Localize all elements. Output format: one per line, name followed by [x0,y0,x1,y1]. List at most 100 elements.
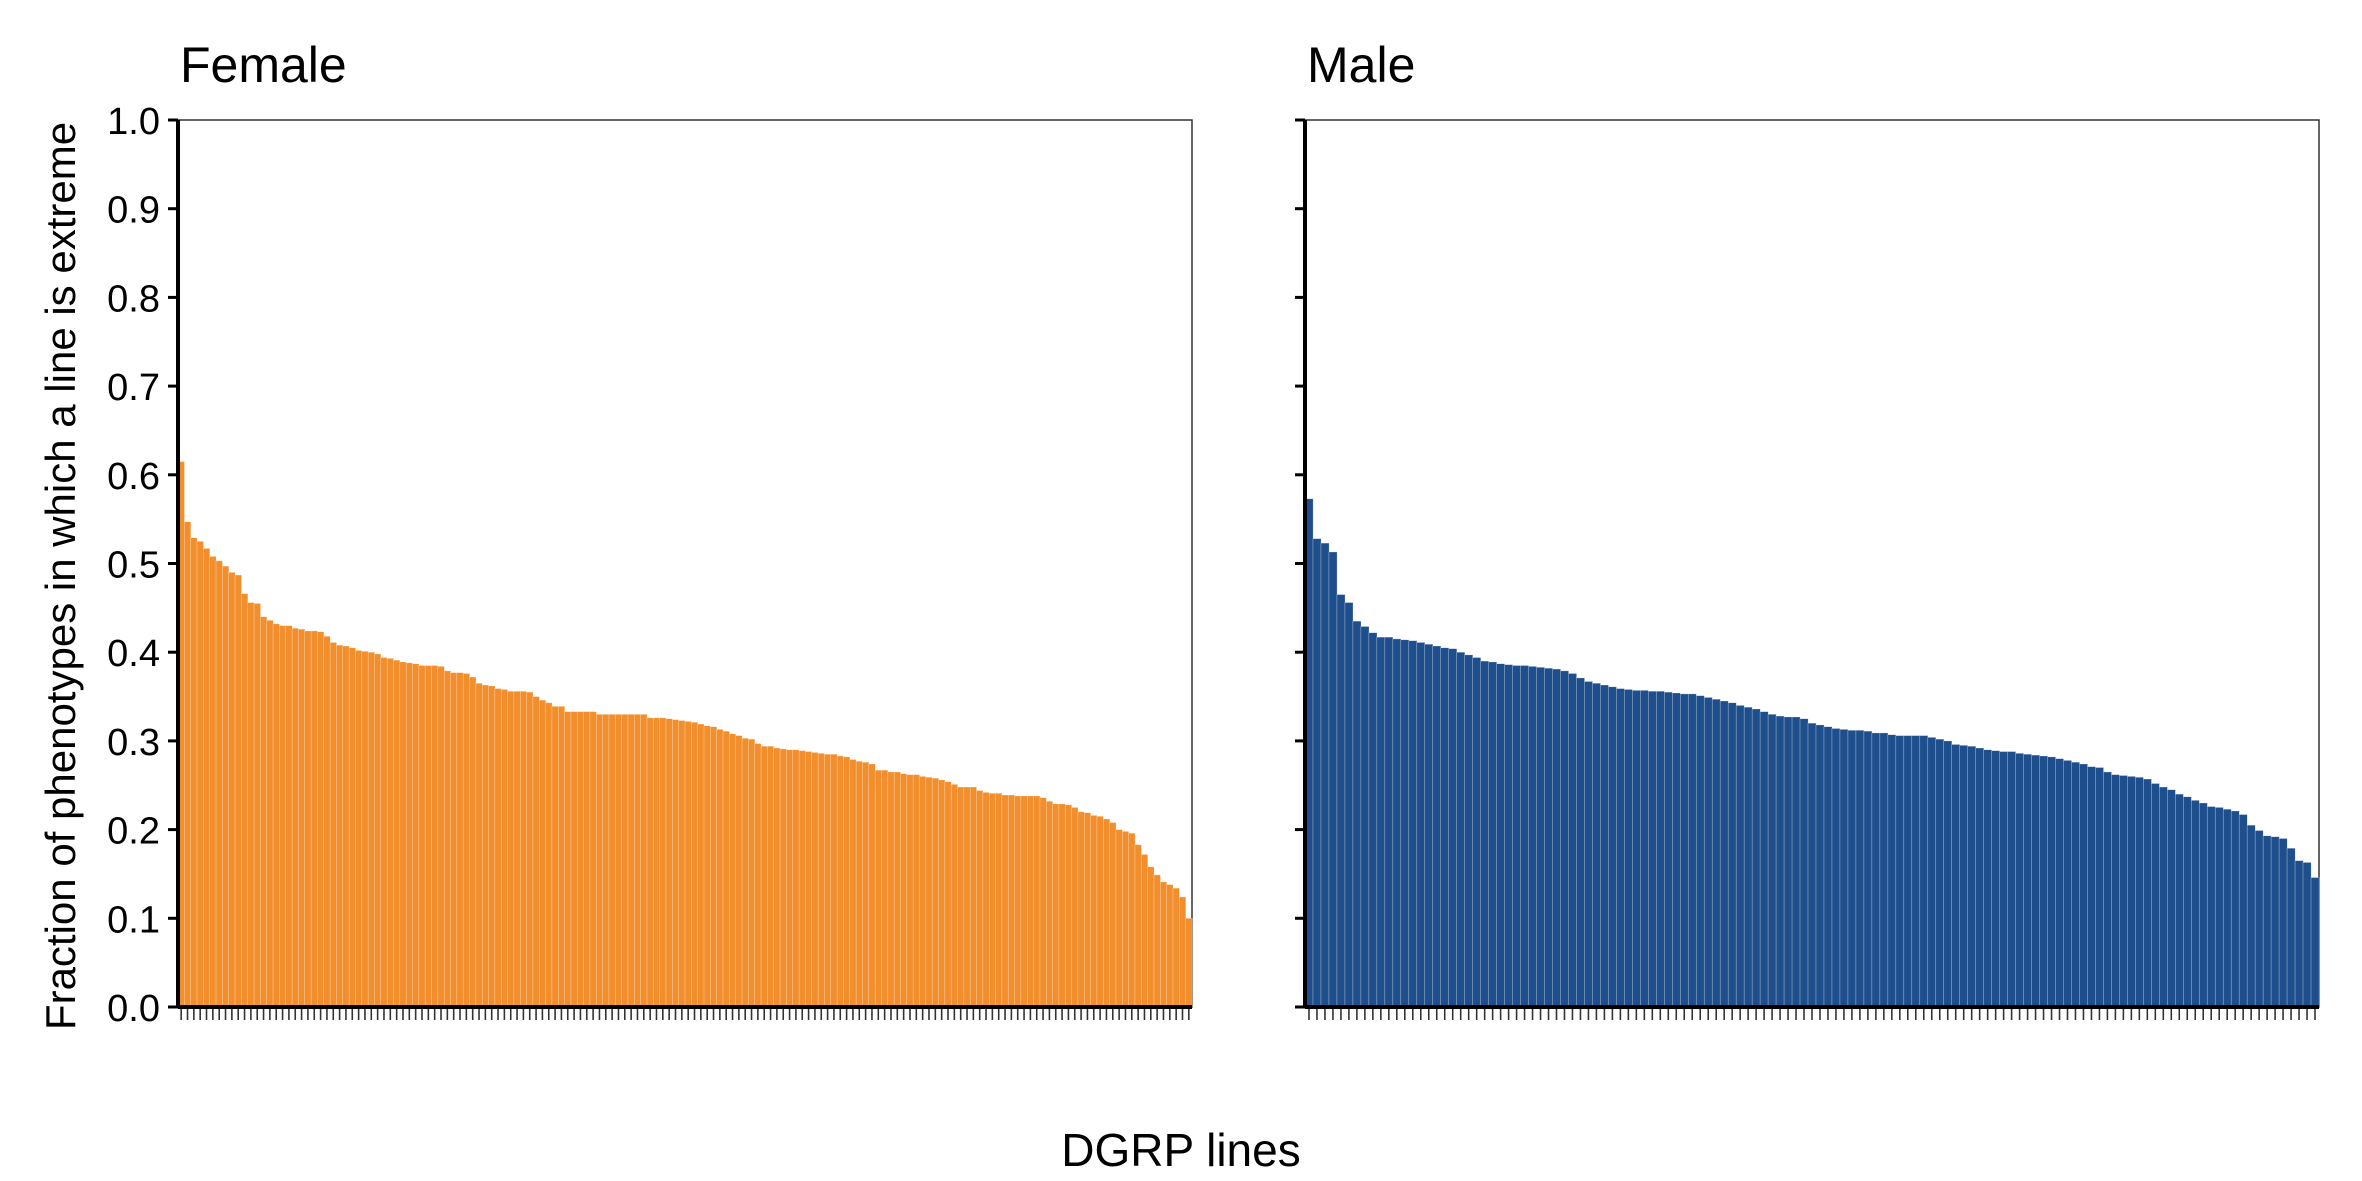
bar-female [944,781,952,1008]
bar-male [2294,860,2304,1008]
bar-female [317,631,325,1008]
bar-male [1919,735,1929,1008]
bar-female [1128,832,1136,1008]
y-axis-female: 0.0 0.1 0.2 0.3 0.4 0.5 0.6 0.7 0.8 0.9 1.0 [107,101,178,1030]
bar-male [2143,778,2152,1008]
bar-female [1090,815,1098,1008]
bar-female [824,753,832,1008]
y-tick-label: 0.1 [107,899,160,941]
bar-female [443,670,451,1008]
bar-male [2119,775,2128,1008]
bar-female [722,730,730,1008]
bar-male [2230,810,2240,1008]
bar-female [1166,884,1174,1008]
bar-female [748,738,756,1008]
bar-female [279,625,287,1008]
bar-male [1640,690,1649,1008]
bar-female [1071,807,1079,1008]
panel-female: Female 0.0 0.1 0.2 0.3 0.4 0.5 0.6 0.7 0.8 0.9 1.0 [107,37,1193,1030]
bar-male [1336,594,1346,1008]
bar-female [931,777,939,1008]
bar-male [2151,783,2160,1008]
bar-male [1600,684,1609,1008]
bar-male [2310,877,2320,1008]
bar-male [1512,665,1521,1008]
bar-female [348,647,356,1008]
bar-female [1179,896,1187,1008]
x-ticks-male [1308,1009,2316,1020]
bar-male [1560,670,1569,1008]
bar-male [1456,651,1466,1008]
bar-female [868,763,876,1008]
bar-female [988,792,996,1008]
bar-male [1983,749,1993,1008]
bar-male [1584,681,1593,1008]
bar-female [1160,881,1168,1008]
bar-male [1360,626,1370,1008]
bar-male [1839,729,1849,1008]
bar-male [1863,730,1873,1008]
bar-male [1536,667,1545,1008]
bar-female [640,714,648,1008]
bar-female [196,541,204,1008]
bar-female [1058,803,1066,1008]
bar-male [1775,715,1785,1008]
bar-male [2071,761,2080,1008]
bar-female [1109,822,1117,1008]
bar-male [1568,673,1577,1008]
bar-female [754,743,762,1008]
bar-male [1416,642,1426,1008]
bar-male [1871,732,1881,1008]
bar-female [564,711,572,1008]
bar-male [1679,693,1689,1008]
bar-male [2190,800,2200,1008]
bar-male [2167,789,2176,1008]
bar-male [2127,776,2136,1008]
bar-female [241,593,249,1008]
bar-female [260,616,268,1008]
bar-male [1967,745,1977,1008]
bar-male [2135,776,2144,1008]
bar-male [1911,735,1921,1008]
bar-female [386,658,394,1008]
bar-female [209,556,217,1008]
bar-female [431,665,439,1008]
bar-male [1328,551,1338,1008]
bar-female [811,752,819,1008]
bars-female [177,461,1193,1008]
bar-female [653,717,661,1008]
y-tick-label: 0.7 [107,367,160,409]
bar-male [1847,729,1857,1008]
bar-male [2198,802,2208,1008]
bar-female [786,749,794,1008]
bar-female [519,690,527,1008]
bar-male [1648,690,1657,1008]
bar-male [1695,695,1705,1008]
bar-female [538,699,547,1008]
bar-female [272,623,280,1008]
bar-male [1759,711,1769,1008]
bar-male [1384,636,1394,1008]
bar-male [1448,648,1458,1008]
bar-female [602,714,610,1008]
bar-female [557,706,566,1008]
bar-female [735,735,743,1008]
bar-female [608,714,616,1008]
bar-female [760,745,768,1008]
bar-male [1464,654,1474,1008]
bars-male [1304,498,2320,1008]
bar-female [266,619,274,1008]
bar-female [247,602,255,1008]
bar-female [190,537,198,1008]
bar-male [1592,682,1601,1008]
bar-male [2087,766,2096,1008]
y-tick-label: 0.3 [107,722,160,764]
bar-female [691,721,699,1008]
bar-female [361,651,369,1008]
bar-male [2055,758,2064,1008]
bar-male [1735,705,1745,1008]
bar-female [798,750,806,1008]
bar-male [2047,756,2056,1008]
bar-female [729,733,737,1008]
